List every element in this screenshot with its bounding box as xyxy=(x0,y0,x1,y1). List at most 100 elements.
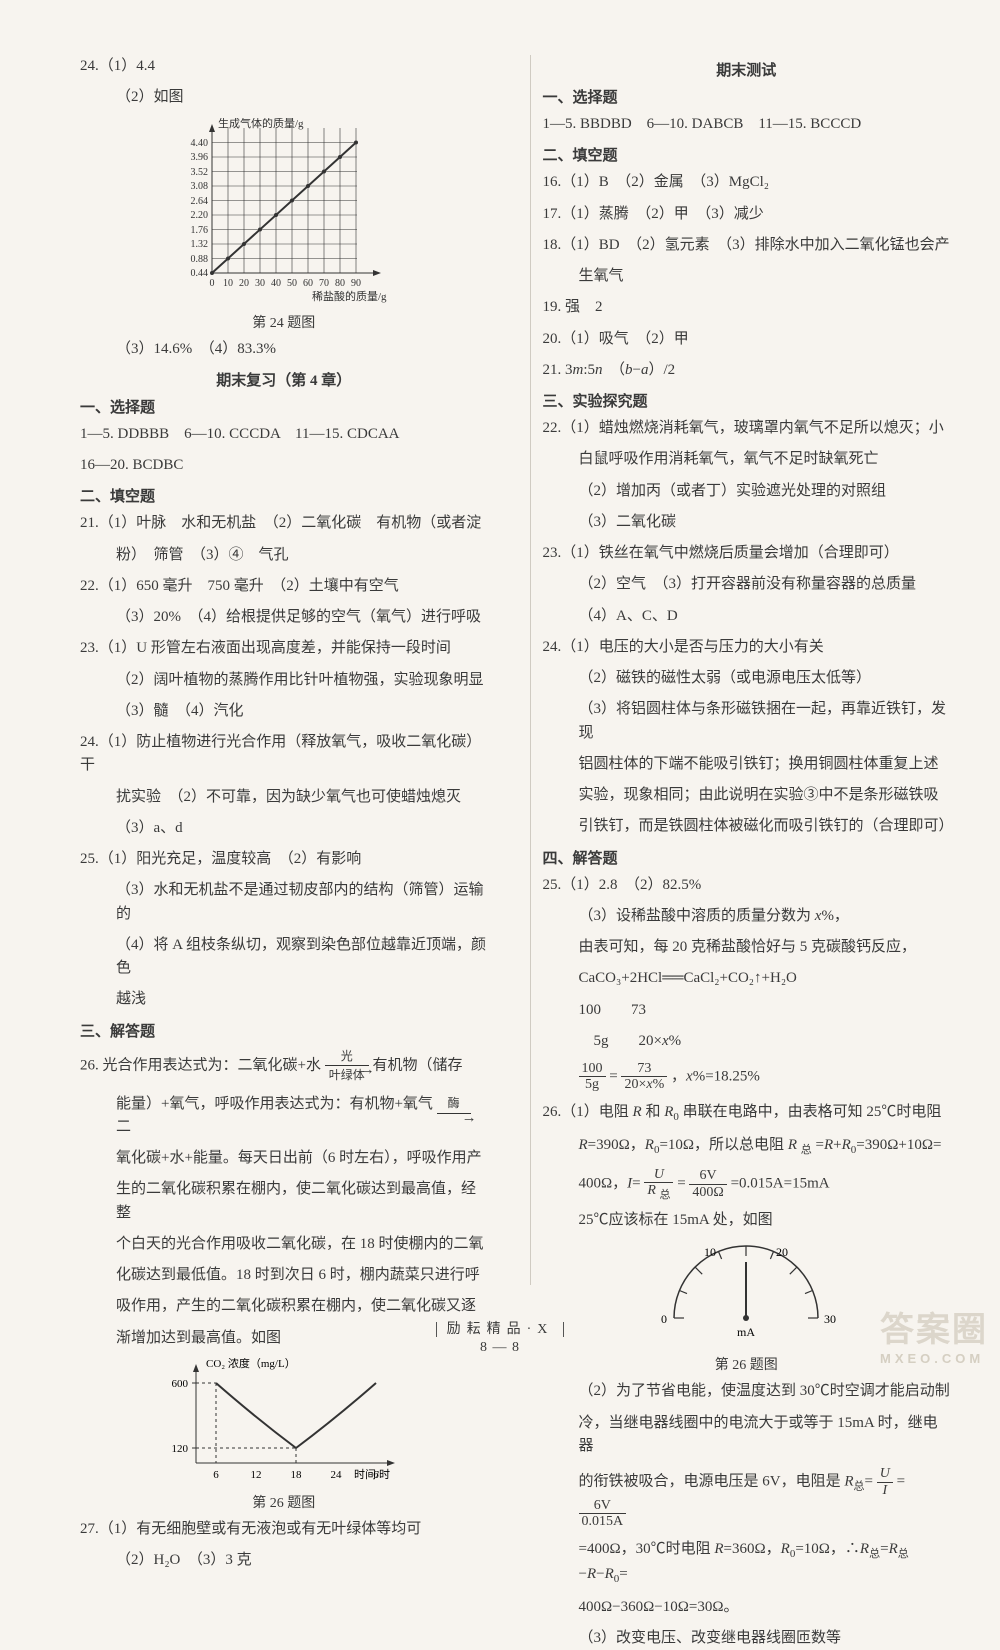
l24c: （3）a、d xyxy=(80,817,488,840)
r26h: =400Ω，30℃时电阻 R=360Ω，R0=10Ω，∴R总=R总−R−R0= xyxy=(543,1538,951,1588)
r21: 21. 3m:5n （b−a）/2 xyxy=(543,359,951,382)
gU: U xyxy=(877,1466,893,1482)
r22c: （2）增加丙（或者丁）实验遮光处理的对照组 xyxy=(543,480,951,503)
l26d: 生的二氧化碳积累在棚内，使二氧化碳达到最高值，经整 xyxy=(80,1178,488,1225)
left-column: 24.（1）4.4 （2）如图 xyxy=(80,55,500,1285)
svg-text:10: 10 xyxy=(704,1245,716,1259)
l21b: 粉） 筛管 （3）④ 气孔 xyxy=(80,544,488,567)
svg-text:80: 80 xyxy=(335,278,345,289)
q24-caption: 第 24 题图 xyxy=(80,312,488,332)
l23c: （3）髓 （4）汽化 xyxy=(80,700,488,723)
svg-text:24: 24 xyxy=(330,1469,342,1481)
l23a: 23.（1）U 形管左右液面出现高度差，并能保持一段时间 xyxy=(80,637,488,660)
r26j: （3）改变电压、改变继电器线圈匝数等 xyxy=(543,1627,951,1650)
l24a: 24.（1）防止植物进行光合作用（释放氧气，吸收二氧化碳）干 xyxy=(80,731,488,778)
svg-text:12: 12 xyxy=(250,1469,261,1481)
r25c: 由表可知，每 20 克稀盐酸恰好与 5 克碳酸钙反应， xyxy=(543,936,951,959)
r24e: 实验，现象相同；由此说明在实验③中不是条形磁铁吸 xyxy=(543,784,951,807)
svg-text:18: 18 xyxy=(290,1469,302,1481)
svg-text:4.40: 4.40 xyxy=(190,138,208,149)
r-s2-title: 二、填空题 xyxy=(543,144,951,165)
watermark-big: 答案圈 xyxy=(880,1311,988,1349)
r23b: （2）空气 （3）打开容器前没有称量容器的总质量 xyxy=(543,573,951,596)
r26a: 26.（1）电阻 R 和 R0 串联在电路中，由表格可知 25℃时电阻 xyxy=(543,1101,951,1126)
r25g-tail: ，x%=18.25% xyxy=(671,1068,760,1084)
l25d: 越浅 xyxy=(80,988,488,1011)
page-footer: 励耘精品·X 8 — 8 xyxy=(0,1318,1000,1356)
r26c: 400Ω，I= UR 总 = 6V400Ω =0.015A=15mA xyxy=(543,1167,951,1201)
svg-text:3.96: 3.96 xyxy=(190,152,208,163)
svg-text:120: 120 xyxy=(171,1443,188,1455)
r26i: 400Ω−360Ω−10Ω=30Ω。 xyxy=(543,1596,951,1619)
footer-brand: 励耘精品·X xyxy=(447,1322,554,1337)
r22d: （3）二氧化碳 xyxy=(543,511,951,534)
l24b: 扰实验 （2）不可靠，因为缺少氧气也可使蜡烛熄灭 xyxy=(80,786,488,809)
svg-text:0.44: 0.44 xyxy=(190,268,208,279)
co2-caption: 第 26 题图 xyxy=(80,1492,488,1512)
svg-text:1.32: 1.32 xyxy=(190,239,208,250)
gI: I xyxy=(877,1483,893,1498)
svg-text:1.76: 1.76 xyxy=(190,225,208,236)
svg-text:0.88: 0.88 xyxy=(190,254,208,265)
svg-text:2.64: 2.64 xyxy=(190,196,208,207)
r18a: 18.（1）BD （2）氢元素 （3）排除水中加入二氧化锰也会产 xyxy=(543,234,951,257)
r24b: （2）磁铁的磁性太弱（或电源电压太低等） xyxy=(543,667,951,690)
r26e: （2）为了节省电能，使温度达到 30℃时空调才能启动制 xyxy=(543,1380,951,1403)
q24-xlabel: 稀盐酸的质量/g xyxy=(312,289,387,303)
g6v: 6V xyxy=(579,1498,627,1514)
frac-n1: 100 xyxy=(579,1061,606,1077)
l26a-tail: 有机物（储存 xyxy=(372,1057,462,1073)
r18b: 生氧气 xyxy=(543,265,951,288)
f400: 400Ω xyxy=(689,1185,726,1200)
svg-text:90: 90 xyxy=(351,278,361,289)
r25d: CaCO₃+2HCl══CaCl₂+CO₂↑+H₂O xyxy=(543,967,951,990)
frac-n2: 73 xyxy=(621,1061,667,1077)
r24f: 引铁钉，而是铁圆柱体被磁化而吸引铁钉的（合理即可） xyxy=(543,815,951,838)
r22b: 白鼠呼吸作用消耗氧气，氧气不足时缺氧死亡 xyxy=(543,448,951,471)
svg-text:3.52: 3.52 xyxy=(190,167,208,178)
q24-1: 24.（1）4.4 xyxy=(80,55,488,78)
l21a: 21.（1）叶脉 水和无机盐 （2）二氧化碳 有机物（或者淀 xyxy=(80,512,488,535)
watermark-small: MXEO.COM xyxy=(880,1351,988,1366)
left-s1-l2: 16—20. BCDBC xyxy=(80,454,488,477)
svg-text:CO₂ 浓度（mg/L）: CO₂ 浓度（mg/L） xyxy=(206,1358,296,1370)
l27b: （2）H₂O （3）3 克 xyxy=(80,1549,488,1572)
svg-text:70: 70 xyxy=(319,278,329,289)
footer-page: 8 — 8 xyxy=(0,1340,1000,1356)
g015: 0.015A xyxy=(579,1514,627,1529)
r24d: 铝圆柱体的下端不能吸引铁钉；换用铜圆柱体重复上述 xyxy=(543,753,951,776)
r23a: 23.（1）铁丝在氧气中燃烧后质量会增加（合理即可） xyxy=(543,542,951,565)
svg-text:2.20: 2.20 xyxy=(190,210,208,221)
l23b: （2）阔叶植物的蒸腾作用比针叶植物强，实验现象明显 xyxy=(80,669,488,692)
r-s3-title: 三、实验探究题 xyxy=(543,390,951,411)
right-column: 期末测试 一、选择题 1—5. BBDBD 6—10. DABCB 11—15.… xyxy=(530,55,951,1285)
svg-text:时间/时: 时间/时 xyxy=(354,1468,390,1481)
q24-2: （2）如图 xyxy=(80,86,488,109)
l26f: 化碳达到最低值。18 时到次日 6 时，棚内蔬菜只进行呼 xyxy=(80,1264,488,1287)
r22a: 22.（1）蜡烛燃烧消耗氧气，玻璃罩内氧气不足所以熄灭；小 xyxy=(543,417,951,440)
title-review4: 期末复习（第 4 章） xyxy=(80,369,488,390)
r26d: 25℃应该标在 15mA 处，如图 xyxy=(543,1209,951,1232)
svg-text:6: 6 xyxy=(213,1469,219,1481)
r26c-tail: =0.015A=15mA xyxy=(731,1175,830,1191)
l22a: 22.（1）650 毫升 750 毫升 （2）土壤中有空气 xyxy=(80,575,488,598)
q24-chart: 4.40 3.96 3.52 3.08 2.64 2.20 1.76 1.32 0.88 0… xyxy=(80,118,488,308)
l26c: 氧化碳+水+能量。每天日出前（6 时左右），呼吸作用产 xyxy=(80,1147,488,1170)
l25a: 25.（1）阳光充足，温度较高 （2）有影响 xyxy=(80,848,488,871)
left-s2-title: 二、填空题 xyxy=(80,485,488,506)
left-s1-l1: 1—5. DDBBB 6—10. CCCDA 11—15. CDCAA xyxy=(80,423,488,446)
svg-text:40: 40 xyxy=(271,278,281,289)
svg-text:10: 10 xyxy=(223,278,233,289)
l26e: 个白天的光合作用吸收二氧化碳，在 18 时使棚内的二氧 xyxy=(80,1233,488,1256)
svg-text:3.08: 3.08 xyxy=(190,181,208,192)
r25b: （3）设稀盐酸中溶质的质量分数为 x%， xyxy=(543,905,951,928)
r19: 19. 强 2 xyxy=(543,296,951,319)
l26a-text: 26. 光合作用表达式为：二氧化碳+水 xyxy=(80,1057,321,1073)
r24c: （3）将铝圆柱体与条形磁铁捆在一起，再靠近铁钉，发现 xyxy=(543,698,951,745)
r26g: 的衔铁被吸合，电源电压是 6V，电阻是 R总= UI = 6V0.015A xyxy=(543,1466,951,1530)
l27a: 27.（1）有无细胞壁或有无液泡或有无叶绿体等均可 xyxy=(80,1518,488,1541)
r25e: 100 73 xyxy=(543,999,951,1022)
r16: 16.（1）B （2）金属 （3）MgCl₂ xyxy=(543,171,951,194)
l25c: （4）将 A 组枝条纵切，观察到染色部位越靠近顶端，颜色 xyxy=(80,934,488,981)
svg-text:20: 20 xyxy=(239,278,249,289)
